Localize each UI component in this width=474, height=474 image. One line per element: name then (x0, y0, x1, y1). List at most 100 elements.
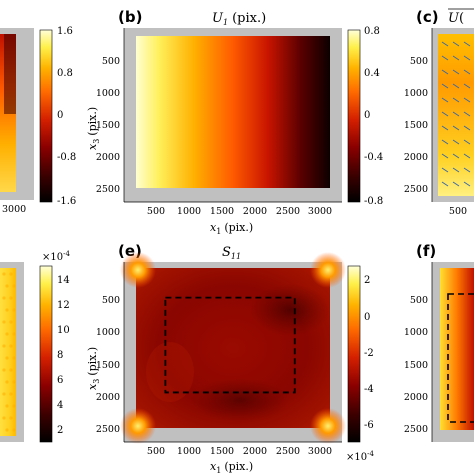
colorbar-tick: 14 (57, 275, 70, 286)
vector-arrow (452, 97, 460, 103)
panel-b-field (136, 36, 330, 188)
colorbar-tick: 8 (57, 350, 63, 361)
vector-arrow (452, 181, 460, 187)
colorbar-tick: -4 (364, 384, 374, 395)
colorbar-tick: 2 (364, 275, 370, 286)
panel-e-colorbar-ticks: 2 0 -2 -4 -6 (364, 275, 374, 431)
colorbar-tick: 0 (57, 110, 63, 121)
panel-a: 3000 1.6 0.8 0 -0.8 -1.6 (0, 26, 76, 215)
colorbar-tick: 12 (57, 300, 70, 311)
vector-arrow (463, 125, 471, 131)
texture-dot (2, 272, 6, 276)
y-tick-label: 2500 (96, 424, 120, 435)
panel-d-colorbar-ticks: 14 12 10 8 6 4 2 (57, 275, 70, 436)
texture-dot (9, 344, 13, 348)
x-tick-label: 1000 (177, 446, 201, 457)
colorbar-tick: -0.8 (57, 152, 76, 163)
panel-d-colorbar (39, 265, 53, 443)
y-tick-label: 500 (102, 56, 120, 67)
texture-dot (9, 416, 13, 420)
x-tick-label: 3000 (308, 446, 332, 457)
y-tick-label: 2500 (404, 184, 428, 195)
x-tick-label: 1000 (177, 206, 201, 217)
texture-dot (2, 320, 6, 324)
x-tick-label: 1500 (210, 446, 234, 457)
x-tick-label: 3000 (308, 206, 332, 217)
y-tick-label: 2000 (404, 392, 428, 403)
panel-e-field (120, 252, 346, 444)
colorbar-tick: 0.8 (364, 26, 380, 37)
y-tick-label: 1500 (96, 360, 120, 371)
texture-dot (12, 356, 16, 360)
y-tick-label: 1000 (96, 327, 120, 338)
panel-f-roi-edge (447, 293, 474, 423)
colorbar-tick: -0.8 (364, 196, 383, 207)
texture-dot (5, 428, 9, 432)
panel-e-title: S11 (222, 245, 241, 261)
colorbar-tick: -6 (364, 420, 374, 431)
texture-dot (5, 332, 9, 336)
panel-b-colorbar-ticks: 0.8 0.4 0 -0.4 -0.8 (364, 26, 383, 207)
vector-arrow (452, 125, 460, 131)
texture-dot (5, 356, 9, 360)
vector-arrow (463, 55, 471, 61)
texture-dot (12, 332, 16, 336)
panel-e-colorbar (347, 265, 361, 443)
texture-dot (12, 380, 16, 384)
texture-dot (9, 296, 13, 300)
colorbar-tick: 6 (57, 375, 63, 386)
y-tick-label: 1000 (96, 88, 120, 99)
texture-dot (5, 284, 9, 288)
panel-b-title: U1 (pix.) (212, 11, 266, 27)
vector-arrow (441, 55, 449, 61)
vector-arrow (441, 69, 449, 75)
vector-arrow (441, 83, 449, 89)
vector-arrow (463, 139, 471, 145)
x-tick-label: 2500 (276, 206, 300, 217)
vector-arrow (463, 41, 471, 47)
vector-arrow (452, 153, 460, 159)
texture-dot (2, 368, 6, 372)
x-tick-label: 500 (147, 446, 165, 457)
panel-d: ×10-4 14 12 10 8 6 4 2 (0, 250, 70, 443)
panel-d-field (0, 268, 16, 436)
panel-b-xticks: 500 1000 1500 2000 2500 3000 (147, 206, 332, 217)
vector-arrow (441, 111, 449, 117)
vector-arrow (441, 167, 449, 173)
panel-a-field-dark (4, 34, 16, 114)
texture-dot (9, 392, 13, 396)
panel-b-colorbar (347, 29, 361, 203)
colorbar-tick: 10 (57, 325, 70, 336)
panel-e-roi-box (164, 296, 296, 394)
panel-c-yticks: 500 1000 1500 2000 2500 (404, 56, 428, 195)
y-tick-label: 1500 (96, 120, 120, 131)
vector-arrow (452, 167, 460, 173)
panel-c: (c) U( 500 1000 1500 2000 2500 500 (404, 8, 474, 217)
texture-dot (9, 320, 13, 324)
colorbar-tick: 0.4 (364, 68, 380, 79)
colorbar-tick: 1.6 (57, 26, 73, 37)
texture-dot (2, 392, 6, 396)
x-tick-label: 500 (449, 206, 467, 217)
vector-arrow (452, 69, 460, 75)
panel-b-label: (b) (118, 8, 142, 26)
y-tick-label: 500 (410, 56, 428, 67)
x-tick-label: 500 (147, 206, 165, 217)
vector-arrow (463, 181, 471, 187)
colorbar-tick: 2 (57, 425, 63, 436)
panel-e-yticks: 500 1000 1500 2000 2500 (96, 295, 120, 435)
vector-arrow (441, 153, 449, 159)
panel-d-colorbar-multiplier: ×10-4 (42, 250, 70, 263)
y-tick-label: 500 (102, 295, 120, 306)
colorbar-tick: -2 (364, 348, 374, 359)
texture-dot (2, 416, 6, 420)
panel-f-field (440, 268, 474, 430)
panel-e-xticks: 500 1000 1500 2000 2500 3000 (147, 446, 332, 457)
vector-arrow (441, 125, 449, 131)
colorbar-tick: -0.4 (364, 152, 383, 163)
panel-f-yticks: 500 1000 1500 2000 2500 (404, 295, 428, 435)
panel-b-xlabel: x1 (pix.) (210, 221, 253, 236)
colorbar-tick: 0 (364, 312, 370, 323)
texture-dot (9, 272, 13, 276)
